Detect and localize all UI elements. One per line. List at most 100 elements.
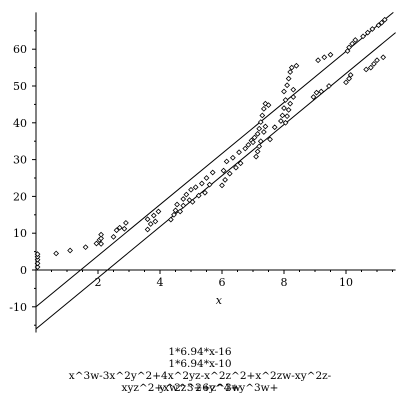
data-point [253,153,259,160]
data-point [367,64,374,71]
data-point [290,86,297,93]
data-point [116,224,123,231]
x-axis-label: x [216,294,223,307]
data-point [183,191,190,198]
data-point [360,33,366,40]
data-point [206,181,213,188]
fit-line [35,12,394,308]
data-point [259,112,266,119]
data-point [256,125,263,132]
data-point [371,61,377,67]
data-point [346,44,352,51]
data-point [229,154,236,161]
data-point [174,201,180,208]
fit-line [35,32,396,330]
data-point [343,79,349,86]
data-point [278,118,284,124]
data-point [222,176,228,183]
axes: 2 4 6 8 10 -10 0 10 20 30 40 50 60 [9,12,396,333]
data-point [254,148,261,155]
data-point [242,145,249,152]
data-point [152,218,159,225]
x-tick-label: 6 [219,276,226,289]
data-point [381,16,388,23]
data-point [155,208,162,215]
data-point [310,94,317,100]
data-point [237,160,244,167]
data-point [375,22,382,29]
data-point [220,167,227,174]
scatter-plot: 2 4 6 8 10 -10 0 10 20 30 40 50 60 x [9,12,396,333]
y-tick-label: 10 [13,227,27,240]
data-point [233,164,239,171]
data-point [177,208,184,215]
data-point [287,100,294,107]
data-point [262,123,269,130]
data-point [271,124,278,131]
caption-line-4: y^2z^2+z^3w [159,382,241,394]
data-point [110,234,117,240]
data-point [380,54,387,61]
data-point [195,192,202,199]
fit-lines [35,12,396,330]
data-point [326,83,332,89]
data-point [256,143,263,150]
data-point [144,216,151,223]
data-point [67,247,73,254]
y-tick-label: 50 [13,80,27,93]
data-point [251,134,258,141]
data-point [98,241,104,247]
y-tick-label: 40 [13,117,27,130]
data-point [260,129,267,135]
data-point [150,212,157,219]
data-point [226,170,233,177]
data-point [123,220,129,226]
data-point [189,199,196,205]
x-tick-label: 4 [157,276,164,289]
data-point [202,189,208,196]
data-point [172,207,179,214]
data-point [287,69,294,75]
data-point [260,105,267,112]
data-point [284,113,290,120]
data-point [113,227,120,234]
data-point [53,250,60,257]
data-point [245,142,252,148]
data-point [288,64,295,71]
data-point [180,202,187,209]
data-point [203,175,210,181]
data-point [374,57,380,64]
data-point [282,97,289,103]
data-point [347,72,354,78]
data-point [363,66,370,73]
data-point [171,211,177,218]
data-point [98,231,104,238]
data-point [167,216,174,223]
data-point [93,240,100,247]
data-point [313,89,320,96]
data-point [192,184,199,191]
data-point [254,130,261,137]
data-point [290,94,297,100]
data-point [198,180,205,187]
data-point [82,244,89,251]
data-point [285,75,292,82]
data-point [279,112,286,119]
data-point [369,26,376,32]
data-point [144,226,151,233]
y-tick-label: 60 [13,43,27,56]
data-point [282,119,289,126]
x-tick-label: 2 [95,276,102,289]
x-tick-label: 8 [281,276,288,289]
data-point [147,221,154,227]
data-point [267,136,273,143]
data-point [344,48,351,54]
data-point [321,54,328,61]
caption-line-3: x^3w-3x^2y^2+4x^2yz-x^2z^2+x^2zw-xy^2z-x… [68,370,332,394]
data-point [180,196,187,202]
data-point [281,88,287,95]
data-point [327,51,334,58]
data-point [349,40,356,47]
data-point [346,75,352,82]
data-point [219,182,225,189]
